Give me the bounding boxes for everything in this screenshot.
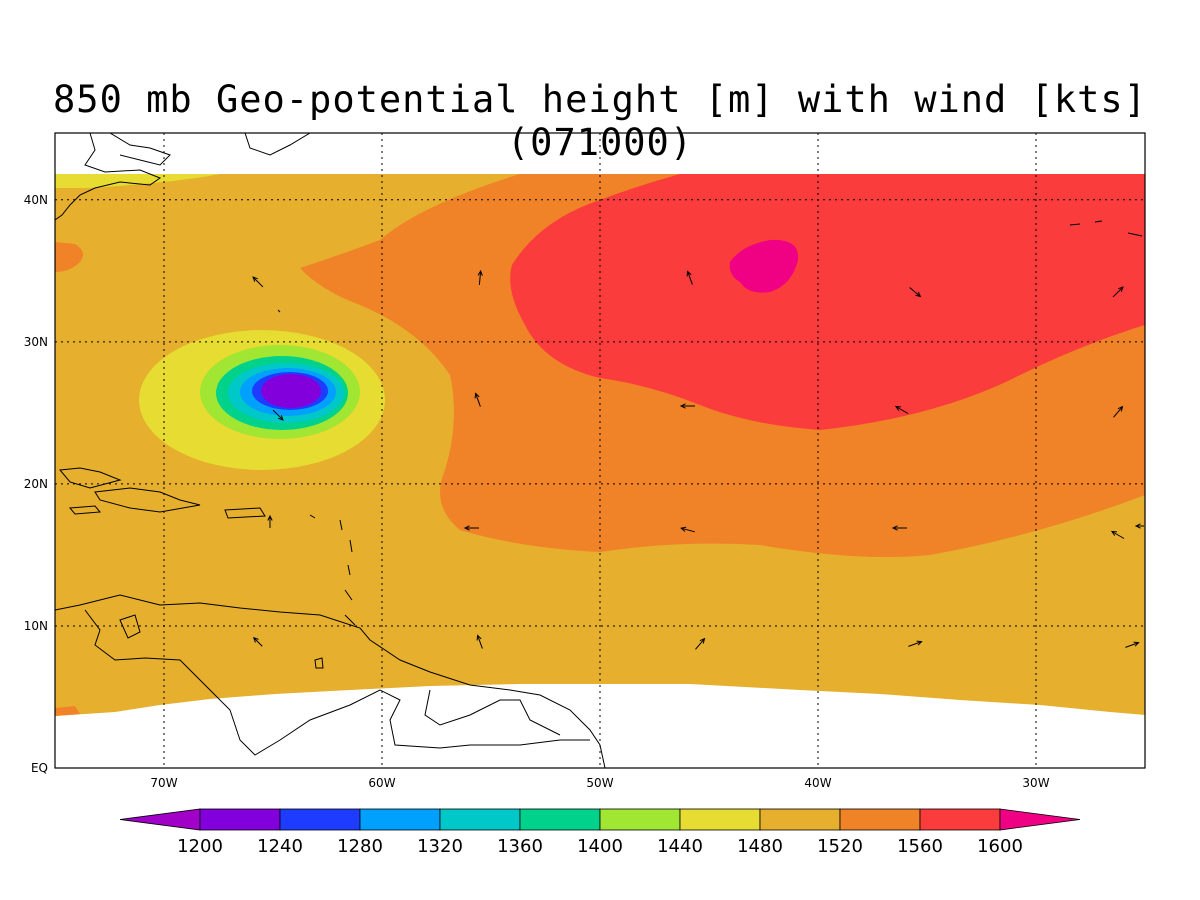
- coastlines: [55, 133, 1143, 768]
- coastline-newfoundland: [244, 133, 311, 156]
- lon-tick-label: 60W: [368, 776, 395, 790]
- wind-arrow: [1112, 286, 1124, 298]
- colorbar-label: 1440: [657, 836, 703, 857]
- lat-tick-label: 10N: [24, 619, 48, 633]
- colorbar-label: 1320: [417, 836, 463, 857]
- wind-arrow: [476, 634, 483, 649]
- coastline-trinidad: [314, 657, 324, 669]
- wind-arrow: [477, 269, 483, 286]
- wind-arrow: [463, 525, 479, 531]
- wind-arrow: [695, 637, 706, 650]
- coastline-lake-maracaibo: [119, 614, 141, 639]
- colorbar-segment: [679, 808, 761, 831]
- wind-arrow: [252, 636, 263, 647]
- contour-above-1600: [729, 239, 799, 293]
- wind-arrow: [267, 514, 273, 528]
- wind-vectors: [252, 269, 1144, 650]
- wind-arrow: [680, 526, 695, 533]
- wind-arrow: [1134, 523, 1144, 529]
- coastline-north-america: [55, 133, 162, 221]
- colorbar-label: 1600: [977, 836, 1023, 857]
- contour-1440-1480-strip: [55, 174, 220, 188]
- colorbar-label: 1240: [257, 836, 303, 857]
- colorbar-label: 1560: [897, 836, 943, 857]
- colorbar-segment: [199, 808, 281, 831]
- colorbar-min-arrow: [119, 808, 201, 831]
- colorbar-segment: [519, 808, 601, 831]
- colorbar-label: 1200: [177, 836, 223, 857]
- colorbar: 1200 1240 1280 1320 1360 1400 1440 1480 1520 1560…: [119, 808, 1081, 857]
- coastline-lesser-antilles: [309, 514, 356, 626]
- wind-arrow: [686, 270, 693, 285]
- coastline-bermuda: [277, 309, 281, 313]
- colorbar-label: 1480: [737, 836, 783, 857]
- lat-tick-label: 30N: [24, 335, 48, 349]
- colorbar-segment: [599, 808, 681, 831]
- colorbar-label: 1520: [817, 836, 863, 857]
- lon-tick-label: 30W: [1022, 776, 1049, 790]
- wind-arrow: [908, 640, 923, 647]
- lon-tick-label: 70W: [150, 776, 177, 790]
- wind-arrow: [1113, 405, 1124, 418]
- height-field: [55, 174, 1145, 768]
- colorbar-max-arrow: [999, 808, 1081, 831]
- colorbar-segment: [839, 808, 921, 831]
- lat-tick-label: EQ: [31, 761, 48, 775]
- wind-arrow: [891, 525, 907, 531]
- colorbar-segment: [279, 808, 361, 831]
- wind-arrow: [909, 287, 922, 298]
- lat-tick-label: 20N: [24, 477, 48, 491]
- lon-tick-label: 50W: [586, 776, 613, 790]
- colorbar-segment: [439, 808, 521, 831]
- coastline-venezuela-interior: [84, 609, 590, 756]
- wind-arrow: [1125, 641, 1140, 648]
- colorbar-segment: [759, 808, 841, 831]
- wind-arrow: [894, 405, 909, 414]
- lat-tick-label: 40N: [24, 193, 48, 207]
- wind-arrow: [272, 409, 284, 421]
- wind-arrow: [1110, 530, 1125, 539]
- lon-tick-label: 40W: [804, 776, 831, 790]
- coastline-azores: [1069, 220, 1143, 237]
- colorbar-segment: [919, 808, 1001, 831]
- coastline-jamaica: [68, 505, 102, 515]
- wind-arrow: [474, 392, 481, 407]
- coastline-nova-scotia: [109, 133, 171, 166]
- wind-arrow: [679, 403, 695, 409]
- low-1200-1240: [261, 374, 321, 408]
- coastline-cuba: [59, 467, 122, 489]
- no-data-region: [55, 684, 1145, 768]
- graticule: [55, 133, 1145, 768]
- coastline-puerto-rico: [224, 507, 266, 519]
- contour-1560-1600: [510, 174, 1145, 430]
- colorbar-label: 1280: [337, 836, 383, 857]
- coastline-guyana-border: [424, 689, 561, 736]
- wind-arrow: [252, 276, 264, 288]
- colorbar-label: 1360: [497, 836, 543, 857]
- no-data-west: [55, 706, 80, 716]
- map-frame: [54, 132, 1146, 769]
- map-title: 850 mb Geo-potential height [m] with win…: [53, 78, 1147, 164]
- colorbar-segment: [359, 808, 441, 831]
- coastline-south-america: [55, 594, 606, 768]
- coastline-hispaniola: [94, 487, 201, 513]
- contour-1520-1560-edge: [55, 242, 84, 272]
- colorbar-label: 1400: [577, 836, 623, 857]
